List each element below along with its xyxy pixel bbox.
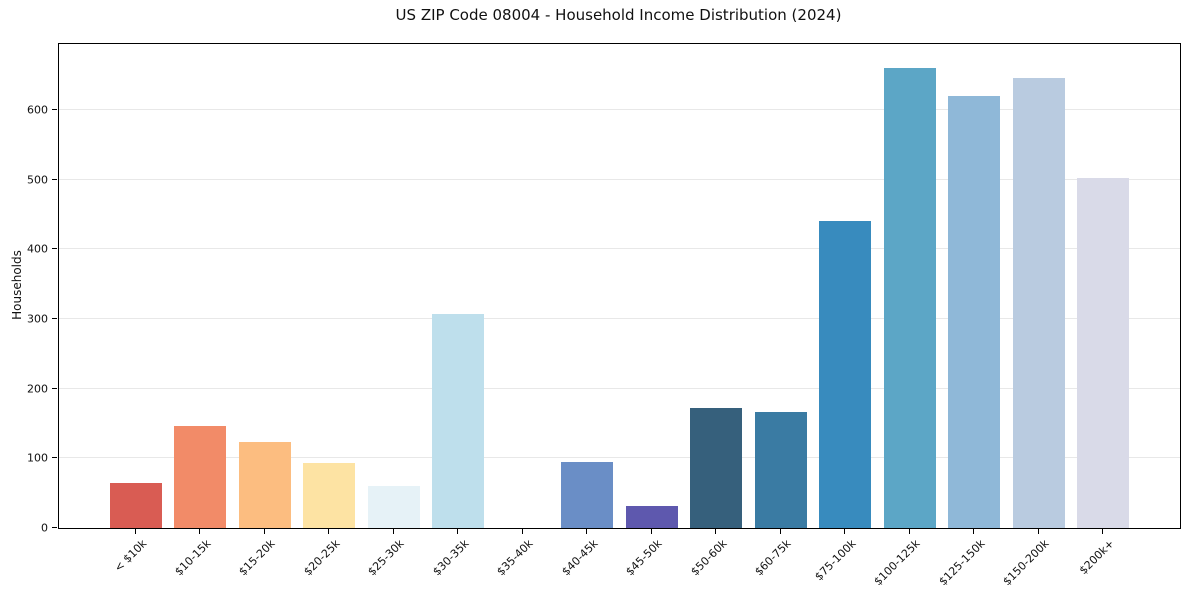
- y-tick-mark: [52, 527, 57, 528]
- x-tick-label-text: $20-25k: [301, 537, 343, 579]
- gridline: [59, 318, 1180, 320]
- x-tick-mark: [457, 529, 459, 534]
- x-tick-label-text: $75-100k: [812, 537, 859, 584]
- bar: [432, 313, 485, 528]
- x-tick-mark: [1102, 529, 1104, 534]
- x-tick-label-text: $125-150k: [936, 537, 988, 589]
- bar: [174, 425, 227, 528]
- bar: [883, 67, 936, 528]
- y-tick-label: 100: [27, 451, 48, 465]
- x-tick-mark: [973, 529, 975, 534]
- y-tick-mark: [52, 387, 57, 389]
- x-tick-label-text: $10-15k: [172, 537, 214, 579]
- x-tick-label-text: $150-200k: [1000, 537, 1052, 589]
- x-tick-label-text: $60-75k: [752, 537, 794, 579]
- chart-title: US ZIP Code 08004 - Household Income Dis…: [395, 6, 842, 24]
- bar: [1077, 178, 1130, 528]
- bar: [367, 485, 420, 528]
- y-tick-label: 400: [27, 242, 48, 256]
- x-tick-mark: [134, 529, 136, 534]
- gridline: [59, 457, 1180, 459]
- x-tick-label-text: $25-30k: [365, 537, 407, 579]
- gridline: [59, 109, 1180, 111]
- x-tick-mark: [715, 529, 717, 534]
- y-tick-mark: [52, 248, 57, 250]
- bar: [819, 220, 872, 528]
- x-tick-mark: [844, 529, 846, 534]
- x-tick-label-text: $200k+: [1076, 537, 1117, 578]
- y-tick-mark: [52, 457, 57, 459]
- y-axis-label: Households: [10, 250, 24, 320]
- x-tick-mark: [199, 529, 201, 534]
- x-tick-label-text: $30-35k: [430, 537, 472, 579]
- x-tick-label-text: $35-40k: [494, 537, 536, 579]
- y-tick-label: 200: [27, 382, 48, 396]
- x-tick-mark: [328, 529, 330, 534]
- gridline: [59, 248, 1180, 250]
- x-tick-mark: [392, 529, 394, 534]
- bar: [561, 461, 614, 528]
- x-tick-label-text: $40-45k: [559, 537, 601, 579]
- bar: [238, 442, 291, 528]
- y-tick-label: 300: [27, 312, 48, 326]
- x-tick-label-text: $45-50k: [623, 537, 665, 579]
- x-tick-mark: [586, 529, 588, 534]
- y-tick-mark: [52, 178, 57, 180]
- bar: [109, 483, 162, 528]
- bar: [754, 412, 807, 528]
- gridline: [59, 178, 1180, 180]
- bar: [1012, 78, 1065, 528]
- bar: [625, 505, 678, 528]
- y-tick-label: 600: [27, 103, 48, 117]
- x-tick-label-text: $15-20k: [236, 537, 278, 579]
- x-tick-mark: [521, 529, 523, 534]
- plot-area: [58, 43, 1181, 529]
- y-tick-label: 500: [27, 173, 48, 187]
- y-tick-mark: [52, 318, 57, 320]
- x-tick-mark: [650, 529, 652, 534]
- gridline: [59, 387, 1180, 389]
- x-tick-mark: [263, 529, 265, 534]
- y-tick-mark: [52, 109, 57, 111]
- bar: [948, 96, 1001, 528]
- x-tick-mark: [779, 529, 781, 534]
- y-tick-label: 0: [41, 521, 48, 535]
- bar: [303, 463, 356, 528]
- x-tick-mark: [908, 529, 910, 534]
- x-tick-label-text: $50-60k: [688, 537, 730, 579]
- x-tick-mark: [1037, 529, 1039, 534]
- bar: [690, 407, 743, 528]
- x-tick-label-text: < $10k: [111, 537, 149, 575]
- x-tick-label-text: $100-125k: [871, 537, 923, 589]
